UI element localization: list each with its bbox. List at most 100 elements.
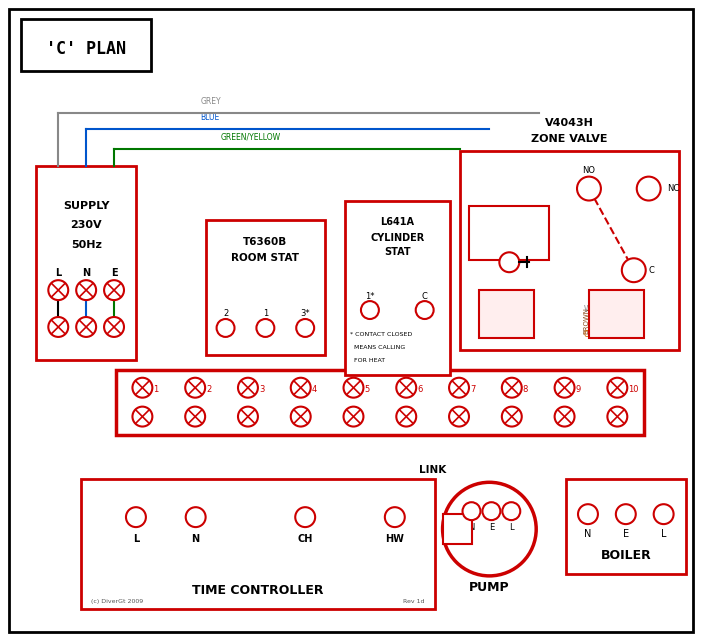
- Circle shape: [397, 406, 416, 426]
- Circle shape: [502, 378, 522, 397]
- Circle shape: [185, 378, 205, 397]
- Circle shape: [77, 317, 96, 337]
- Text: 3*: 3*: [300, 308, 310, 317]
- Text: 2: 2: [223, 308, 228, 317]
- Bar: [22, 19, 151, 71]
- Circle shape: [607, 378, 628, 397]
- Text: MEANS CALLING: MEANS CALLING: [350, 345, 405, 351]
- Circle shape: [622, 258, 646, 282]
- Text: 6: 6: [417, 385, 423, 394]
- Text: PUMP: PUMP: [469, 581, 510, 594]
- Text: Rev 1d: Rev 1d: [403, 599, 425, 604]
- Text: N: N: [192, 534, 200, 544]
- Text: 5: 5: [364, 385, 370, 394]
- Text: 230V: 230V: [70, 221, 102, 230]
- Text: STAT: STAT: [384, 247, 411, 257]
- Circle shape: [296, 319, 314, 337]
- Text: C: C: [422, 292, 428, 301]
- Text: L: L: [661, 529, 666, 539]
- Text: TIME CONTROLLER: TIME CONTROLLER: [192, 585, 324, 597]
- Text: * CONTACT CLOSED: * CONTACT CLOSED: [350, 333, 412, 337]
- Circle shape: [48, 280, 68, 300]
- Bar: [460, 151, 679, 350]
- Text: NO: NO: [583, 166, 595, 175]
- Circle shape: [133, 378, 152, 397]
- Text: 50Hz: 50Hz: [71, 240, 102, 251]
- Circle shape: [291, 406, 311, 426]
- Text: 1: 1: [263, 308, 268, 317]
- Circle shape: [343, 378, 364, 397]
- Text: M: M: [501, 224, 518, 242]
- Text: BLUE: BLUE: [201, 113, 220, 122]
- Text: L: L: [55, 268, 61, 278]
- Text: SUPPLY: SUPPLY: [63, 201, 110, 210]
- Circle shape: [463, 502, 480, 520]
- Circle shape: [416, 301, 434, 319]
- Circle shape: [217, 319, 234, 337]
- Circle shape: [126, 507, 146, 527]
- Circle shape: [555, 406, 574, 426]
- Circle shape: [442, 482, 536, 576]
- Circle shape: [577, 177, 601, 201]
- Text: CYLINDER: CYLINDER: [370, 233, 425, 244]
- Text: L: L: [133, 534, 139, 544]
- Circle shape: [343, 406, 364, 426]
- Circle shape: [555, 378, 574, 397]
- Text: FOR HEAT: FOR HEAT: [350, 358, 385, 363]
- Circle shape: [482, 502, 501, 520]
- Text: 1*: 1*: [365, 292, 375, 301]
- Text: GREY: GREY: [201, 97, 221, 106]
- Bar: [566, 479, 686, 574]
- Circle shape: [502, 406, 522, 426]
- Circle shape: [185, 406, 205, 426]
- Text: 2: 2: [206, 385, 211, 394]
- Circle shape: [48, 317, 68, 337]
- Bar: [589, 290, 644, 338]
- Text: WHITE: WHITE: [584, 305, 609, 314]
- Circle shape: [616, 504, 636, 524]
- Bar: [116, 370, 644, 435]
- Circle shape: [104, 317, 124, 337]
- Text: 3: 3: [259, 385, 264, 394]
- Text: 'C' PLAN: 'C' PLAN: [46, 40, 126, 58]
- Bar: [345, 201, 449, 375]
- Circle shape: [397, 378, 416, 397]
- Bar: [470, 206, 549, 260]
- Circle shape: [654, 504, 674, 524]
- Text: CH: CH: [298, 534, 313, 544]
- Text: 4: 4: [312, 385, 317, 394]
- Circle shape: [256, 319, 274, 337]
- Circle shape: [503, 502, 520, 520]
- Circle shape: [578, 504, 598, 524]
- Circle shape: [238, 378, 258, 397]
- Text: 1: 1: [153, 385, 159, 394]
- Text: BOILER: BOILER: [600, 549, 651, 562]
- Text: GREEN/YELLOW: GREEN/YELLOW: [220, 133, 281, 142]
- Circle shape: [104, 280, 124, 300]
- Text: LINK: LINK: [419, 465, 446, 476]
- Text: N: N: [468, 522, 475, 531]
- Text: (c) DiverGt 2009: (c) DiverGt 2009: [91, 599, 143, 604]
- Text: V4043H: V4043H: [545, 118, 593, 128]
- Text: ORANGE: ORANGE: [584, 330, 616, 339]
- Bar: [81, 479, 435, 609]
- Circle shape: [133, 406, 152, 426]
- Text: E: E: [623, 529, 629, 539]
- Circle shape: [499, 253, 519, 272]
- Circle shape: [449, 406, 469, 426]
- Circle shape: [607, 406, 628, 426]
- Text: C: C: [649, 266, 654, 275]
- Circle shape: [77, 280, 96, 300]
- Text: T6360B: T6360B: [244, 237, 288, 247]
- Circle shape: [637, 177, 661, 201]
- Text: N: N: [82, 268, 91, 278]
- Circle shape: [361, 301, 379, 319]
- Text: ROOM STAT: ROOM STAT: [232, 253, 299, 263]
- Circle shape: [449, 378, 469, 397]
- Text: ZONE VALVE: ZONE VALVE: [531, 134, 607, 144]
- Text: 9: 9: [576, 385, 581, 394]
- Text: NC: NC: [667, 184, 679, 193]
- Circle shape: [186, 507, 206, 527]
- Text: E: E: [489, 522, 494, 531]
- Circle shape: [238, 406, 258, 426]
